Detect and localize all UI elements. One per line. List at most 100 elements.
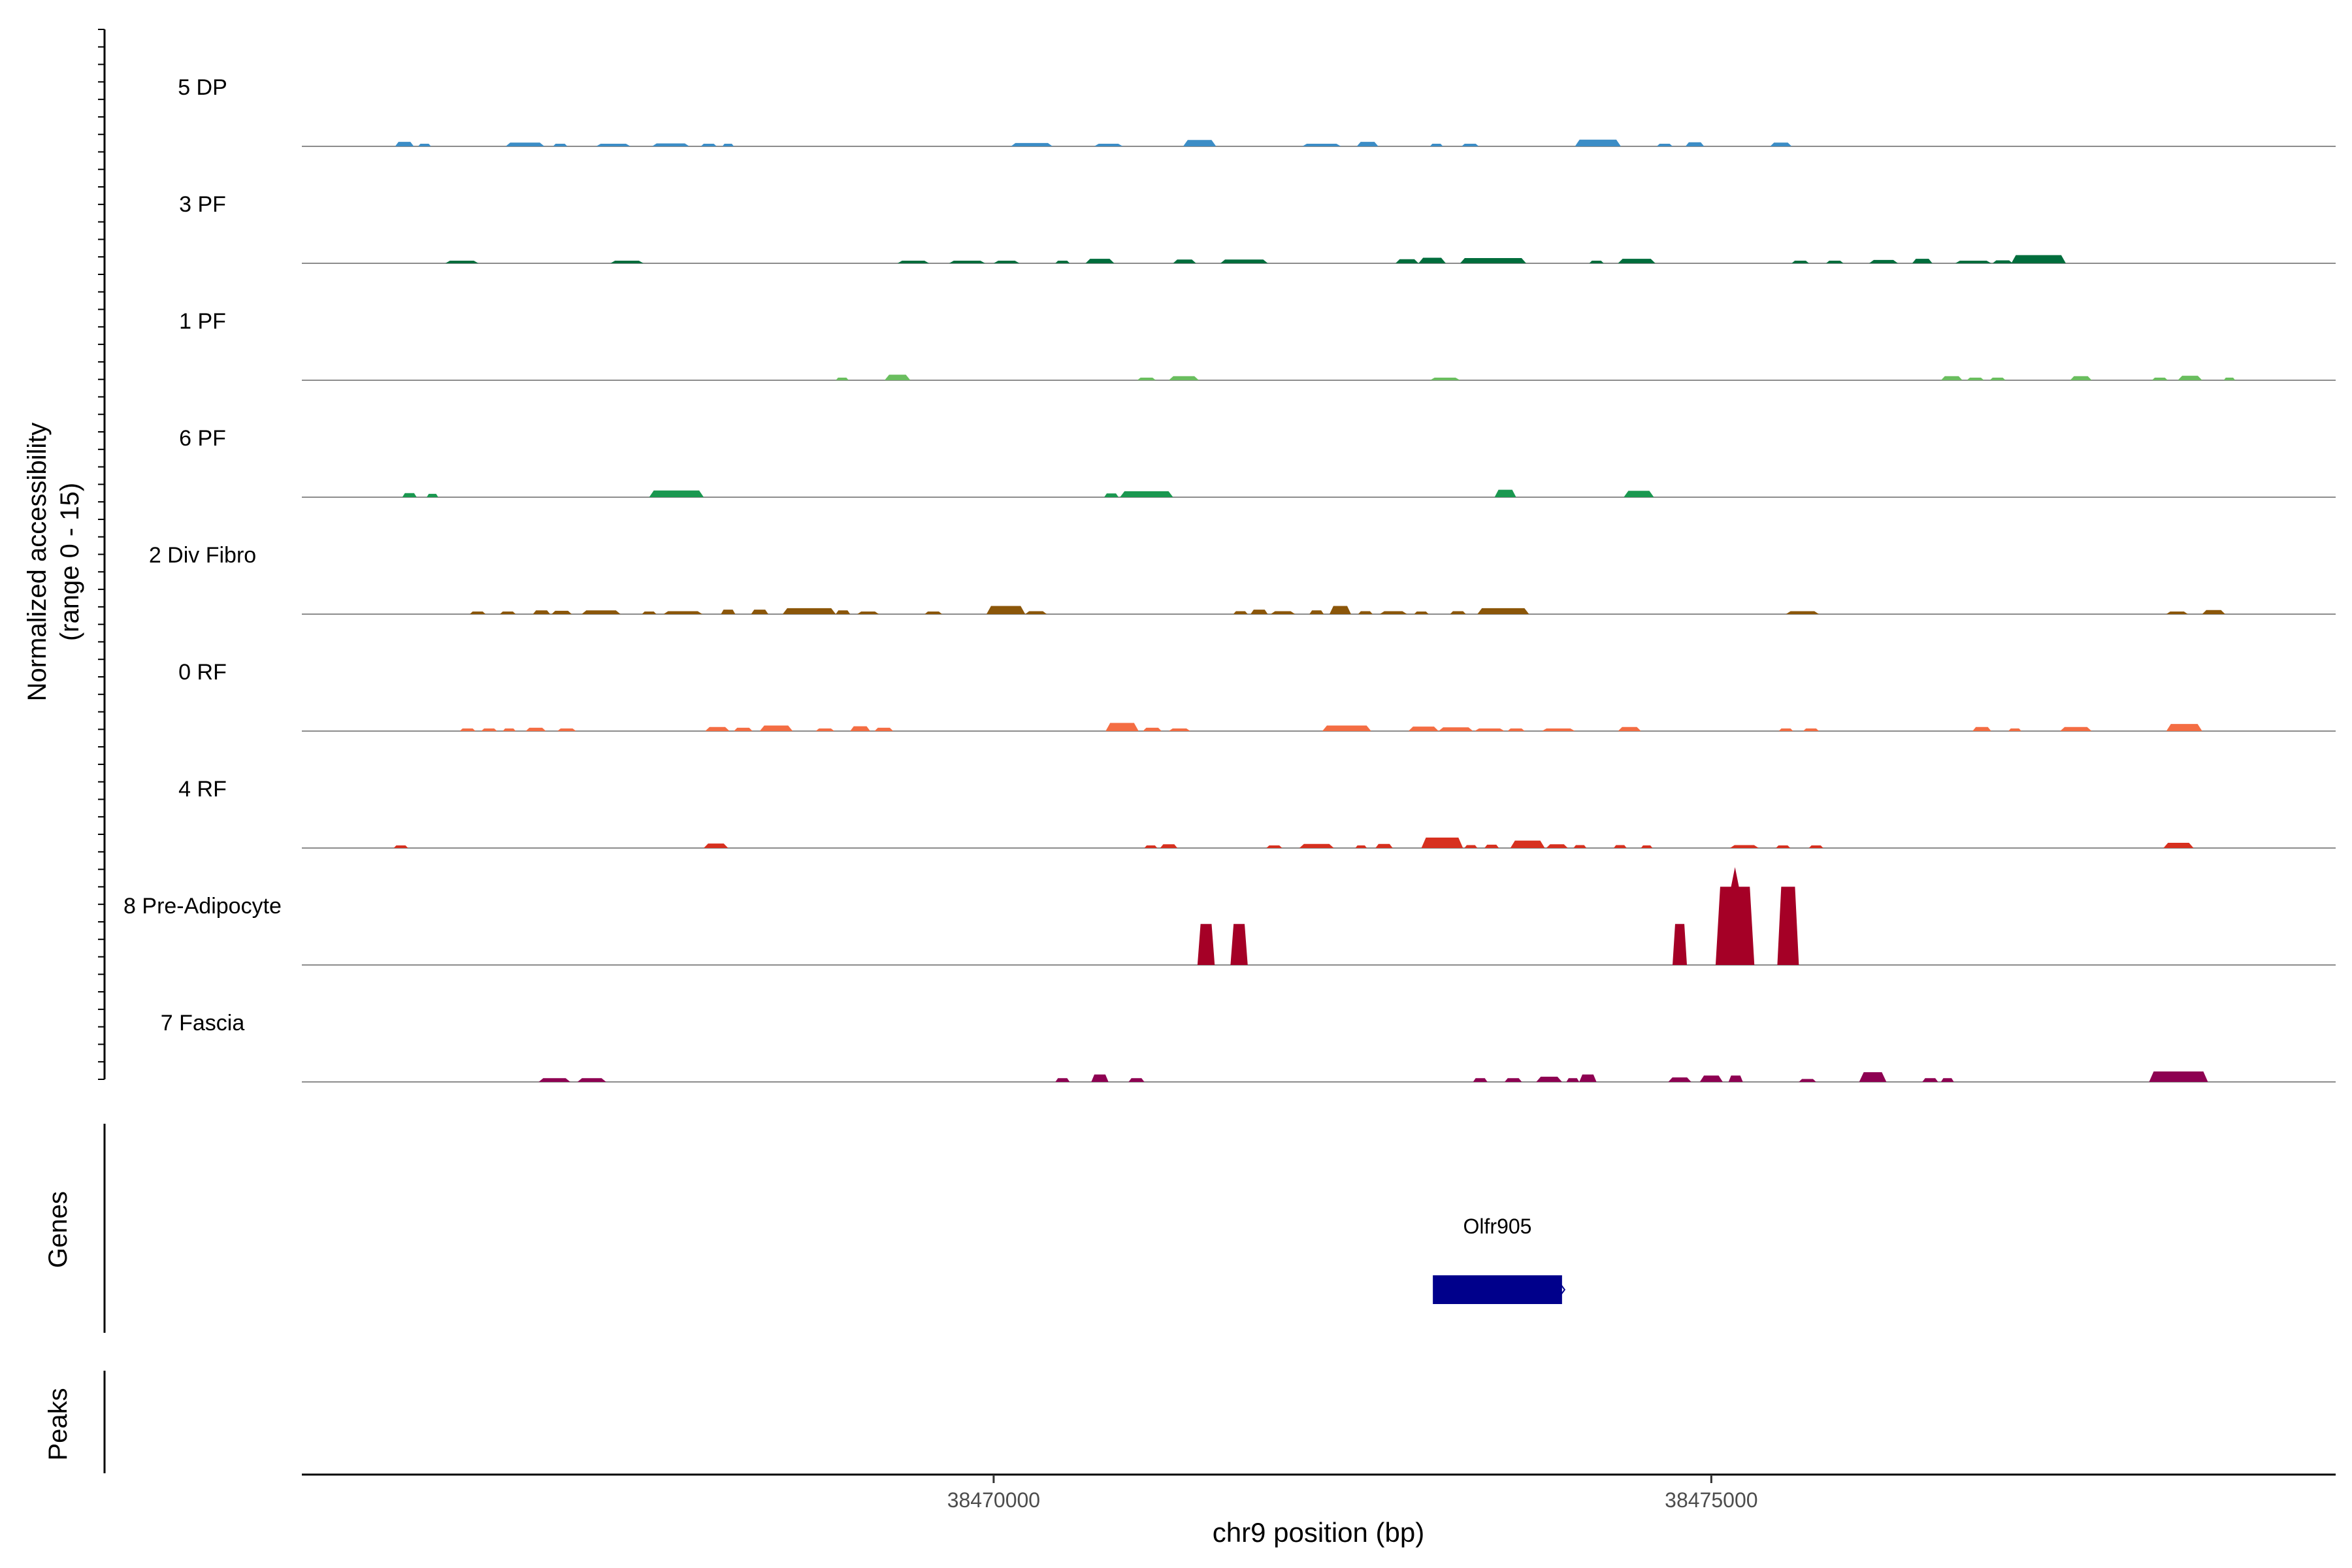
track-label: 6 PF [179,426,226,451]
coverage-peak [704,843,728,848]
track-label: 1 PF [179,309,226,334]
coverage-peak [1546,844,1568,848]
coverage-peak [1989,378,2006,380]
coverage-peak [836,610,851,614]
coverage-peak [815,728,835,731]
coverage-peak [1429,378,1460,380]
coverage-peak [2178,376,2202,380]
coverage-peak [1025,611,1047,614]
coverage-peak [2151,378,2168,380]
coverage-peak [557,728,576,731]
coverage-peak [1270,611,1296,614]
coverage-peak [1137,378,1156,380]
coverage-peak [1414,612,1429,614]
coverage-peak [836,378,849,380]
gene-body [1433,1275,1562,1304]
track-label: 5 DP [178,75,227,100]
coverage-peak [445,261,479,263]
coverage-peak [1770,142,1792,146]
coverage-peak [1579,1074,1597,1082]
coverage-peak [1302,144,1341,146]
coverage-peak [581,610,621,614]
coverage-peak [652,143,690,146]
track-label: 3 PF [179,192,226,217]
coverage-peak [1494,489,1516,497]
coverage-peak [1120,491,1173,497]
coverage-peak [1460,258,1526,263]
coverage-peak [610,261,644,263]
y-axis-label-line2: (range 0 - 15) [56,483,84,641]
coverage-peak [1573,845,1587,848]
coverage-peak [2223,378,2236,380]
coverage-peak [993,261,1020,263]
coverage-peak [782,608,836,614]
coverage-peak [500,612,516,614]
genes-panel-label: Genes [44,1191,73,1268]
coverage-peak [1375,843,1393,848]
coverage-peak [986,606,1026,614]
coverage-tracks: 5 DP 3 PF 1 PF 6 PF 2 Div Fibro 0 RF 4 RF 8 Pre… [123,75,2336,1083]
track: 6 PF [179,426,2336,498]
coverage-peak [1173,259,1196,263]
coverage-peak [874,727,894,731]
track: 1 PF [179,309,2336,381]
coverage-peak [470,612,486,614]
coverage-peak [2149,1071,2208,1082]
coverage-peak [1355,845,1367,848]
coverage-peak [1799,1079,1816,1082]
x-axis-title: chr9 position (bp) [1213,1517,1425,1548]
coverage-peak [1507,728,1525,731]
coverage-peak [1144,845,1158,848]
coverage-peak [924,612,942,614]
coverage-peak [1729,845,1759,848]
coverage-peak [1673,924,1688,965]
coverage-peak [1699,1075,1723,1082]
coverage-peak [1484,844,1499,848]
coverage-peak [897,261,930,263]
coverage-peak [1143,727,1162,731]
coverage-peak [1777,887,1799,965]
coverage-peak [1542,728,1575,731]
coverage-peak [1055,261,1070,263]
coverage-peak [850,726,870,731]
coverage-peak [1250,610,1268,614]
coverage-peak [1618,727,1641,731]
peaks-panel-label: Peaks [44,1388,73,1460]
track: 8 Pre-Adipocyte [123,867,2336,966]
coverage-peak [705,727,730,731]
coverage-peak [525,727,546,731]
coverage-peak [1504,1078,1522,1082]
coverage-peak [1358,611,1373,614]
coverage-peak [1778,728,1793,731]
track-label: 4 RF [178,777,227,802]
gene-strand-arrow [1560,1284,1566,1296]
coverage-peak [1685,142,1705,146]
coverage-peak [1668,1077,1691,1082]
x-tick-label: 38470000 [947,1488,1040,1512]
coverage-peak [1266,845,1282,848]
gene-annotations: Olfr905 [1433,1215,1566,1304]
gene-label: Olfr905 [1463,1215,1532,1238]
x-axis-ticks: 38470000 38475000 [947,1475,1758,1512]
coverage-peak [532,610,551,614]
coverage-peak [1168,376,1200,380]
track: 7 Fascia [161,1011,2336,1083]
coverage-peak [1826,261,1844,263]
coverage-peak [721,610,736,614]
coverage-peak [1091,1074,1109,1082]
coverage-peak [1922,1078,1938,1082]
coverage-peak [1613,845,1627,848]
coverage-peak [2163,843,2194,848]
track-label: 8 Pre-Adipocyte [123,894,282,919]
track-label: 7 Fascia [161,1011,245,1036]
track: 2 Div Fibro [149,543,2336,615]
coverage-peak [2202,610,2225,614]
coverage-peak [1450,611,1466,614]
coverage-peak [1477,608,1529,614]
coverage-peak [1474,728,1505,731]
coverage-peak [1536,1077,1562,1082]
coverage-peak [649,490,704,497]
coverage-peak [1776,845,1791,848]
coverage-peak [1955,261,1991,263]
coverage-peak [1322,725,1371,731]
